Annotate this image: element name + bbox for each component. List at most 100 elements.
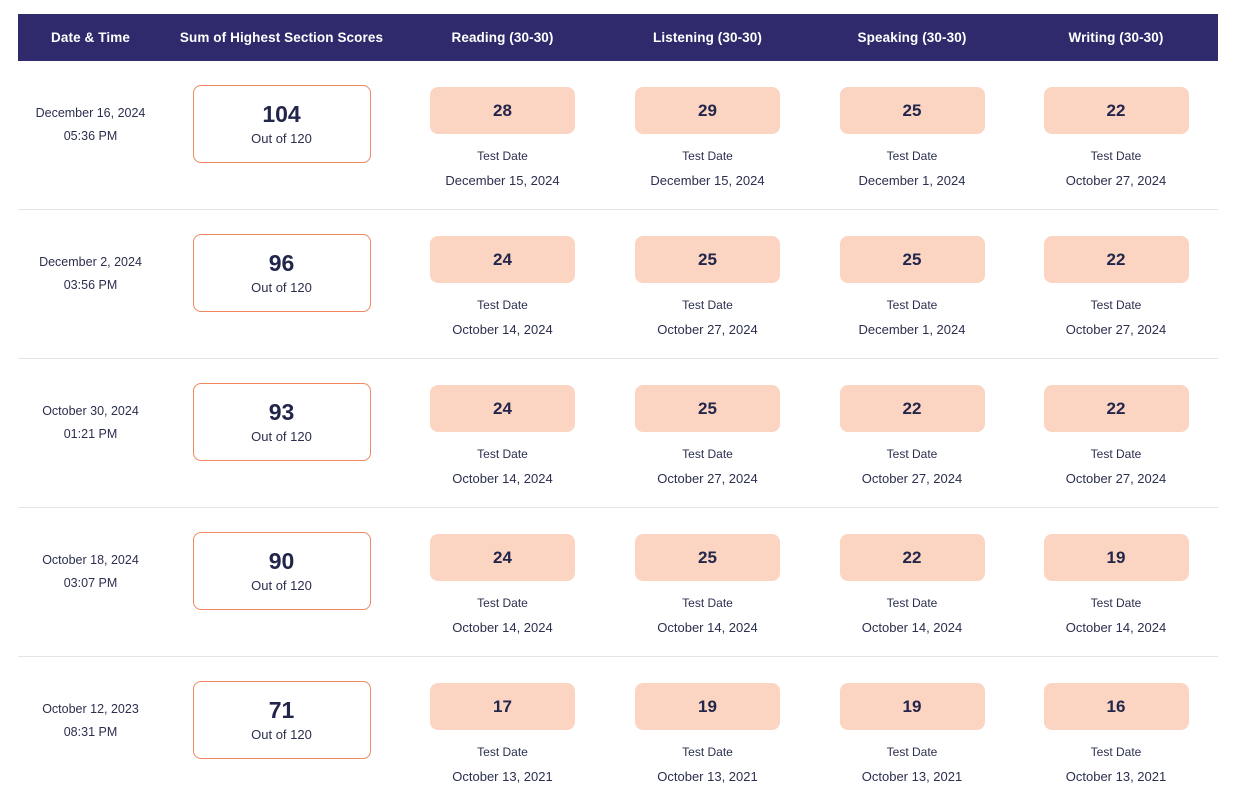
section-score-box: 19 (839, 683, 985, 730)
writing-score-cell: 16 Test Date October 13, 2021 (1014, 683, 1218, 784)
section-score-box: 19 (1043, 534, 1189, 581)
test-date-value: October 27, 2024 (657, 471, 758, 486)
total-score-caption: Out of 120 (251, 428, 312, 444)
test-date-value: October 14, 2024 (861, 620, 963, 635)
section-score-box: 19 (635, 683, 780, 730)
sum-cell: 96 Out of 120 (163, 234, 400, 312)
section-score-box: 29 (635, 87, 780, 134)
speaking-score-cell: 22 Test Date October 27, 2024 (810, 385, 1014, 486)
section-score: 24 (493, 249, 512, 269)
total-score-caption: Out of 120 (251, 577, 312, 593)
test-date-label: Test Date (1090, 596, 1142, 610)
total-score: 93 (268, 399, 295, 426)
listening-score-cell: 29 Test Date December 15, 2024 (605, 87, 810, 188)
total-score-caption: Out of 120 (251, 726, 312, 742)
writing-score-cell: 19 Test Date October 14, 2024 (1014, 534, 1218, 635)
section-score: 24 (493, 398, 512, 418)
column-header-speaking: Speaking (30-30) (857, 30, 967, 45)
writing-score-cell: 22 Test Date October 27, 2024 (1014, 236, 1218, 337)
total-score-caption: Out of 120 (251, 130, 312, 146)
reading-score-cell: 24 Test Date October 14, 2024 (400, 236, 605, 337)
section-score: 25 (698, 547, 717, 567)
section-score: 24 (493, 547, 512, 567)
test-date-value: October 14, 2024 (657, 620, 758, 635)
total-score: 104 (262, 101, 301, 128)
total-score-box: 96 Out of 120 (192, 234, 371, 312)
test-date-value: October 13, 2021 (1065, 769, 1167, 784)
section-score: 17 (493, 696, 512, 716)
reading-score-cell: 24 Test Date October 14, 2024 (400, 385, 605, 486)
reading-score-cell: 24 Test Date October 14, 2024 (400, 534, 605, 635)
test-date-label: Test Date (682, 447, 733, 461)
table-header: Date & Time Sum of Highest Section Score… (18, 14, 1218, 61)
date-time-cell: October 30, 2024 01:21 PM (18, 383, 163, 461)
test-date-label: Test Date (886, 596, 938, 610)
section-score-box: 22 (1043, 385, 1189, 432)
section-score: 22 (902, 398, 922, 418)
sum-cell: 104 Out of 120 (163, 85, 400, 163)
section-score-box: 25 (635, 236, 780, 283)
speaking-score-cell: 25 Test Date December 1, 2024 (810, 87, 1014, 188)
test-date-label: Test Date (886, 447, 938, 461)
section-score-box: 28 (430, 87, 575, 134)
attempt-date: October 30, 2024 (42, 403, 139, 418)
test-date-label: Test Date (682, 596, 733, 610)
date-time-cell: December 16, 2024 05:36 PM (18, 85, 163, 163)
section-score-box: 17 (430, 683, 575, 730)
attempt-time: 05:36 PM (63, 128, 118, 143)
attempt-time: 01:21 PM (63, 426, 118, 441)
attempt-date: October 18, 2024 (42, 552, 139, 567)
sum-cell: 71 Out of 120 (163, 681, 400, 759)
listening-score-cell: 19 Test Date October 13, 2021 (605, 683, 810, 784)
attempt-time: 03:56 PM (63, 277, 118, 292)
test-date-value: October 13, 2021 (861, 769, 963, 784)
test-date-label: Test Date (477, 447, 528, 461)
total-score-box: 90 Out of 120 (192, 532, 371, 610)
test-date-value: December 1, 2024 (858, 173, 966, 188)
test-date-label: Test Date (886, 298, 938, 312)
test-date-value: October 14, 2024 (452, 620, 553, 635)
total-score: 90 (268, 548, 295, 575)
section-score: 25 (698, 398, 717, 418)
section-score: 28 (493, 100, 512, 120)
section-score: 25 (902, 100, 922, 120)
attempt-time: 03:07 PM (63, 575, 118, 590)
test-date-value: October 27, 2024 (1065, 322, 1167, 337)
speaking-score-cell: 25 Test Date December 1, 2024 (810, 236, 1014, 337)
mybest-scores-table: Date & Time Sum of Highest Section Score… (18, 14, 1218, 805)
reading-score-cell: 28 Test Date December 15, 2024 (400, 87, 605, 188)
test-date-label: Test Date (1090, 149, 1142, 163)
sum-cell: 90 Out of 120 (163, 532, 400, 610)
test-date-label: Test Date (477, 298, 528, 312)
section-score: 22 (1106, 100, 1126, 120)
section-score-box: 22 (1043, 87, 1189, 134)
section-score-box: 22 (839, 385, 985, 432)
test-date-label: Test Date (477, 149, 528, 163)
section-score-box: 22 (839, 534, 985, 581)
total-score: 71 (268, 697, 295, 724)
column-header-date-time: Date & Time (51, 30, 130, 45)
section-score-box: 24 (430, 385, 575, 432)
test-date-value: December 15, 2024 (445, 173, 560, 188)
test-date-label: Test Date (1090, 298, 1142, 312)
table-row: December 16, 2024 05:36 PM 104 Out of 12… (18, 61, 1218, 210)
test-date-label: Test Date (682, 149, 733, 163)
section-score-box: 25 (635, 385, 780, 432)
writing-score-cell: 22 Test Date October 27, 2024 (1014, 385, 1218, 486)
test-date-label: Test Date (477, 596, 528, 610)
sum-cell: 93 Out of 120 (163, 383, 400, 461)
section-score: 22 (1106, 398, 1126, 418)
writing-score-cell: 22 Test Date October 27, 2024 (1014, 87, 1218, 188)
test-date-label: Test Date (682, 745, 733, 759)
test-date-label: Test Date (477, 745, 528, 759)
column-header-reading: Reading (30-30) (451, 30, 554, 45)
test-date-value: October 27, 2024 (657, 322, 758, 337)
section-score-box: 25 (635, 534, 780, 581)
test-date-label: Test Date (682, 298, 733, 312)
table-row: October 18, 2024 03:07 PM 90 Out of 120 … (18, 508, 1218, 657)
total-score-box: 93 Out of 120 (192, 383, 371, 461)
total-score-caption: Out of 120 (251, 279, 312, 295)
section-score: 25 (902, 249, 922, 269)
test-date-label: Test Date (886, 149, 938, 163)
table-row: December 2, 2024 03:56 PM 96 Out of 120 … (18, 210, 1218, 359)
